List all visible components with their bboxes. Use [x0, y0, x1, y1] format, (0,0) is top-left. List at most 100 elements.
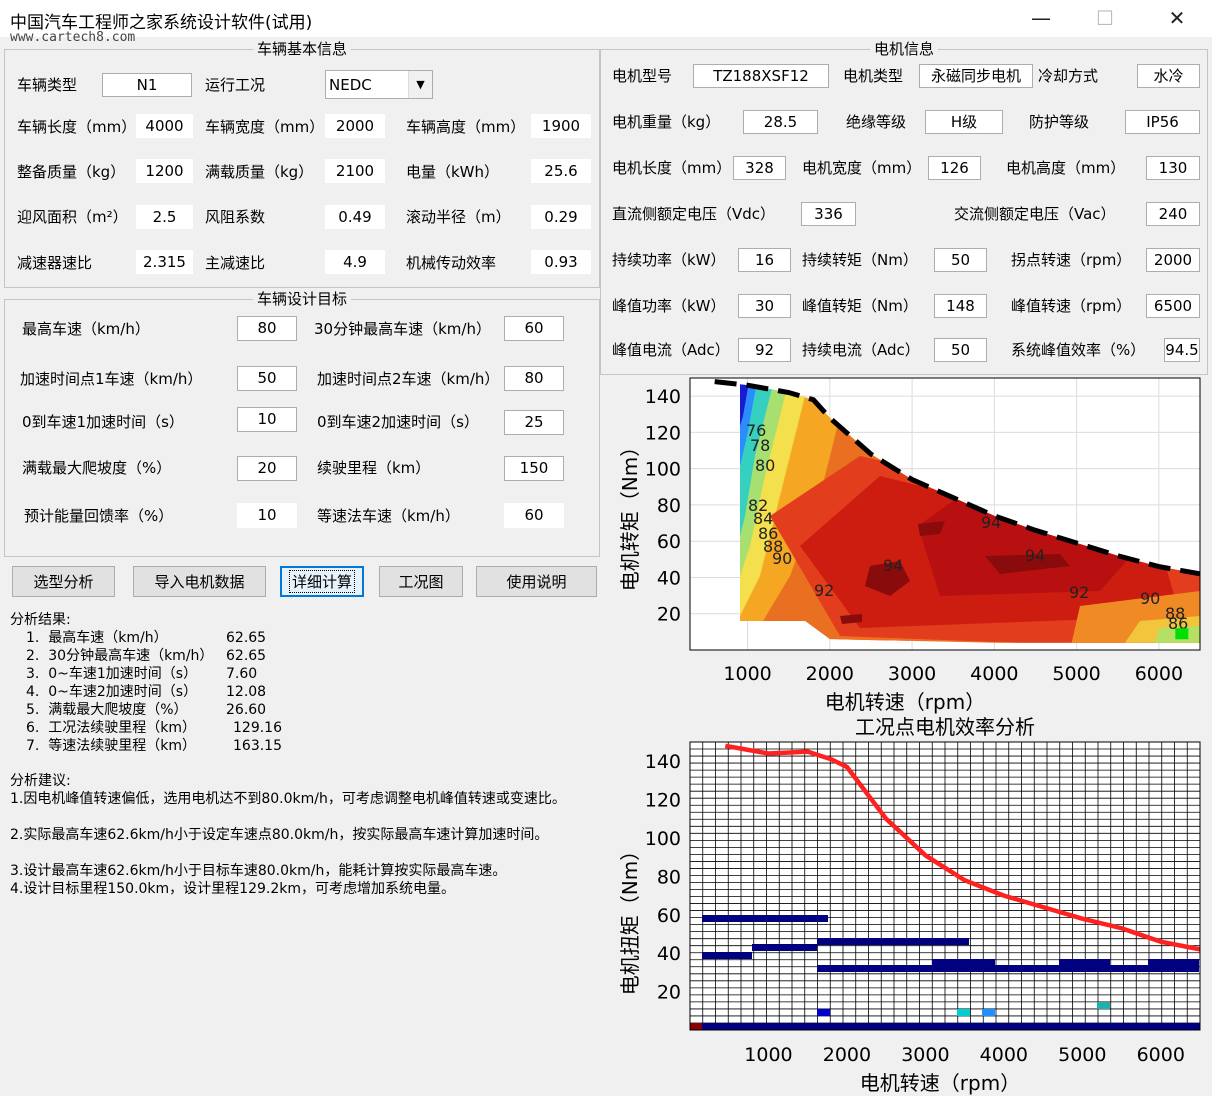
length-field[interactable]: 4000 — [136, 114, 193, 138]
help-button[interactable]: 使用说明 — [476, 566, 597, 597]
efficiency-band — [918, 496, 1140, 596]
operating-cell — [1059, 959, 1110, 966]
cont-torque-field[interactable]: 50 — [934, 248, 987, 272]
operating-cell — [1097, 1002, 1110, 1009]
insulation-label: 绝缘等级 — [846, 113, 907, 131]
width-label: 车辆宽度（mm） — [205, 118, 325, 136]
operating-cell — [1148, 959, 1199, 966]
final-drive-field[interactable]: 4.9 — [325, 250, 385, 274]
weight-field[interactable]: 28.5 — [743, 110, 818, 134]
import-motor-button[interactable]: 导入电机数据 — [133, 566, 266, 597]
full-mass-field[interactable]: 2100 — [325, 159, 385, 183]
t2-label: 0到车速2加速时间（s） — [317, 413, 479, 431]
grid — [689, 741, 1201, 1031]
operating-points-chart: 工况点电机效率分析 1000 2000 3000 4000 5000 6000 20 40 60… — [618, 715, 1201, 1095]
curb-mass-field[interactable]: 1200 — [136, 159, 193, 183]
mhei-field[interactable]: 130 — [1146, 156, 1200, 180]
result-label: 1. 最高车速（km/h） — [26, 630, 168, 646]
close-button[interactable]: ✕ — [1168, 6, 1186, 30]
acc-v1-field[interactable]: 50 — [237, 366, 297, 391]
frontal-area-field[interactable]: 2.5 — [136, 205, 193, 229]
insulation-field[interactable]: H级 — [925, 110, 1003, 134]
contour-label: 94 — [1025, 546, 1045, 565]
rolling-radius-field[interactable]: 0.29 — [531, 205, 591, 229]
cycle-label: 运行工况 — [205, 76, 266, 94]
maximize-button[interactable]: ☐ — [1096, 6, 1114, 30]
contour-label: 82 — [748, 496, 768, 515]
operating-cell — [702, 952, 752, 959]
peak-power-field[interactable]: 30 — [738, 294, 791, 318]
protection-field[interactable]: IP56 — [1125, 110, 1200, 134]
x-tick-label: 3000 — [888, 663, 936, 685]
x-tick-label: 6000 — [1135, 663, 1183, 685]
curb-mass-label: 整备质量（kg） — [17, 163, 126, 181]
type-field[interactable]: 永磁同步电机 — [919, 64, 1033, 88]
result-value: 62.65 — [226, 648, 267, 664]
energy-field[interactable]: 25.6 — [531, 159, 591, 183]
button-label: 导入电机数据 — [154, 573, 245, 591]
mlen-field[interactable]: 328 — [733, 156, 786, 180]
acc-v2-label: 加速时间点2车速（km/h） — [317, 370, 500, 388]
length-label: 车辆长度（mm） — [17, 118, 137, 136]
cooling-field[interactable]: 水冷 — [1137, 64, 1200, 88]
title-bar: 中国汽车工程师之家系统设计软件(试用) www.cartech8.com — ☐… — [0, 0, 1212, 45]
t1-label: 0到车速1加速时间（s） — [22, 413, 184, 431]
operating-cell — [690, 1023, 702, 1030]
design-target-panel: 车辆设计目标 — [4, 290, 600, 557]
contour-label: 94 — [883, 556, 903, 575]
y-tick-label: 80 — [657, 866, 681, 888]
drag-field[interactable]: 0.49 — [325, 205, 385, 229]
result-label: 6. 工况法续驶里程（km） — [26, 720, 197, 736]
width-field[interactable]: 2000 — [325, 114, 385, 138]
contour-label: 78 — [750, 436, 770, 455]
reducer-field[interactable]: 2.315 — [136, 250, 193, 274]
t2-field[interactable]: 25 — [504, 410, 564, 435]
vdc-field[interactable]: 336 — [801, 202, 856, 226]
sys-eff-field[interactable]: 94.5 — [1164, 338, 1200, 362]
mech-eff-label: 机械传动效率 — [406, 254, 497, 272]
vmax-field[interactable]: 80 — [237, 316, 297, 341]
grade-field[interactable]: 20 — [237, 456, 297, 481]
regen-field[interactable]: 10 — [237, 503, 297, 528]
acc-v2-field[interactable]: 80 — [504, 366, 564, 391]
plot-frame — [689, 377, 1201, 651]
minimize-button[interactable]: — — [1031, 6, 1051, 30]
regen-label: 预计能量回馈率（%） — [24, 507, 174, 525]
result-label: 5. 满载最大爬坡度（%） — [26, 702, 188, 718]
range-field[interactable]: 150 — [504, 456, 564, 481]
model-field[interactable]: TZ188XSF12 — [693, 64, 829, 88]
height-field[interactable]: 1900 — [531, 114, 591, 138]
x-axis-label: 电机转速（rpm） — [860, 1071, 1020, 1095]
peak-torque-curve — [724, 743, 1201, 952]
height-label: 车辆高度（mm） — [406, 118, 526, 136]
x-tick-label: 2000 — [823, 1044, 871, 1066]
result-label: 3. 0~车速1加速时间（s） — [26, 666, 198, 682]
knee-field[interactable]: 2000 — [1146, 248, 1200, 272]
cycle-select[interactable]: NEDC ▼ — [325, 70, 433, 99]
contour-label: 76 — [746, 421, 766, 440]
peak-torque-curve — [714, 379, 1201, 577]
y-tick-label: 20 — [657, 982, 681, 1004]
select-analysis-button[interactable]: 选型分析 — [12, 566, 115, 597]
mwid-field[interactable]: 126 — [928, 156, 981, 180]
cont-current-field[interactable]: 50 — [934, 338, 987, 362]
x-tick-label: 6000 — [1137, 1044, 1185, 1066]
panel-title: 车辆基本信息 — [252, 40, 351, 58]
peak-torque-field[interactable]: 148 — [934, 294, 987, 318]
peak-speed-field[interactable]: 6500 — [1146, 294, 1200, 318]
cont-power-field[interactable]: 16 — [738, 248, 791, 272]
window-title: 中国汽车工程师之家系统设计软件(试用) — [10, 13, 313, 33]
detail-calc-button[interactable]: 详细计算 — [280, 566, 364, 597]
vac-field[interactable]: 240 — [1146, 202, 1200, 226]
y-tick-label: 60 — [657, 531, 681, 553]
cs-speed-field[interactable]: 60 — [504, 503, 564, 528]
peak-current-field[interactable]: 92 — [738, 338, 791, 362]
sys-eff-label: 系统峰值效率（%） — [1011, 341, 1146, 359]
range-label: 续驶里程（km） — [317, 459, 431, 477]
vehicle-type-field[interactable]: N1 — [102, 73, 192, 97]
advice-header: 分析建议: — [10, 773, 71, 789]
mech-eff-field[interactable]: 0.93 — [531, 250, 591, 274]
cycle-chart-button[interactable]: 工况图 — [379, 566, 463, 597]
v30-field[interactable]: 60 — [504, 316, 564, 341]
t1-field[interactable]: 10 — [237, 407, 297, 432]
